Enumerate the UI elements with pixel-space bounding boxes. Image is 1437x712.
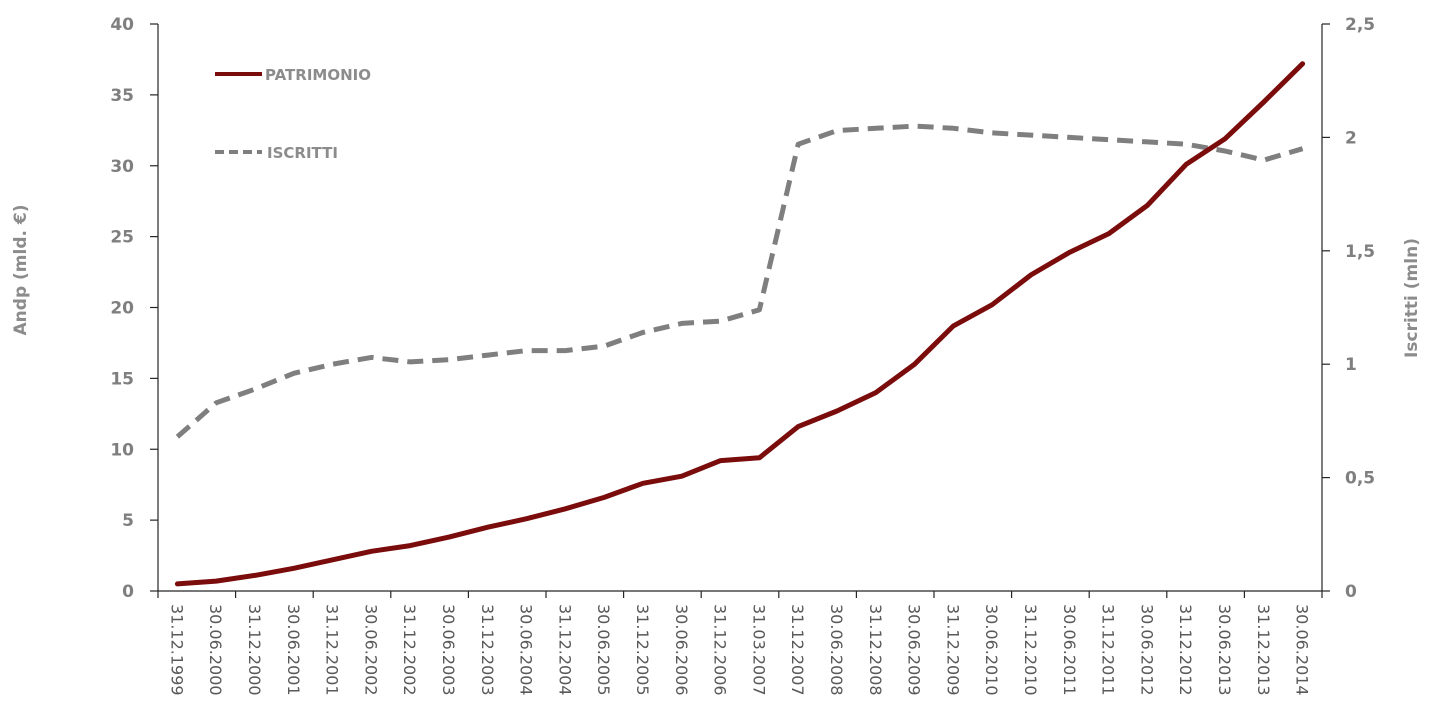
x-tick-label: 31.12.2008	[866, 604, 885, 696]
x-tick-label: 30.06.2002	[361, 604, 380, 696]
x-tick-label: 30.06.2010	[982, 604, 1001, 696]
x-tick-label: 30.06.2005	[594, 604, 613, 696]
x-tick-label: 30.06.2011	[1060, 604, 1079, 696]
right-tick-label: 1,5	[1345, 242, 1375, 262]
left-tick-label: 10	[110, 440, 134, 460]
left-tick-label: 30	[110, 157, 134, 177]
x-tick-label: 31.12.2006	[711, 604, 730, 696]
series-line-iscritti	[175, 123, 1304, 439]
legend: PATRIMONIO ISCRITTI	[215, 66, 371, 162]
x-tick-label: 31.12.2003	[478, 604, 497, 696]
left-tick-label: 0	[122, 582, 134, 602]
right-tick-label: 0,5	[1345, 469, 1375, 489]
left-y-tick-labels: 0 5 10 15 20 25 30 35 40	[110, 15, 134, 602]
series-line-patrimonio	[174, 61, 1306, 587]
x-tick-label: 31.12.2012	[1176, 604, 1195, 696]
x-tick-label: 31.12.2000	[245, 604, 264, 696]
x-tick-label: 30.06.2012	[1137, 604, 1156, 696]
right-tick-label: 1	[1345, 355, 1357, 375]
left-tick-label: 40	[110, 15, 134, 35]
x-tick-label: 31.03.2007	[749, 604, 768, 696]
left-tick-label: 5	[122, 511, 134, 531]
right-axis-title: Iscritti (mln)	[1402, 238, 1422, 358]
x-tick-label: 31.12.2001	[323, 604, 342, 696]
x-tick-label: 30.06.2009	[905, 604, 924, 696]
x-tick-label: 30.06.2001	[284, 604, 303, 696]
legend-patrimonio-label: PATRIMONIO	[265, 66, 371, 84]
right-tick-label: 2,5	[1345, 15, 1375, 35]
x-tick-label: 31.12.2002	[400, 604, 419, 696]
x-tick-label: 31.12.1999	[167, 604, 186, 696]
legend-iscritti-label: ISCRITTI	[267, 144, 338, 162]
left-tick-label: 15	[110, 369, 134, 389]
x-tick-label: 30.06.2004	[517, 604, 536, 696]
x-tick-label: 31.12.2011	[1099, 604, 1118, 696]
x-tick-labels: 31.12.1999 30.06.2000 31.12.2000 30.06.2001…	[167, 604, 1311, 696]
x-tick-label: 30.06.2006	[672, 604, 691, 696]
x-tick-label: 30.06.2003	[439, 604, 458, 696]
x-tick-label: 31.12.2013	[1254, 604, 1273, 696]
x-tick-label: 30.06.2000	[206, 604, 225, 696]
x-tick-label: 30.06.2008	[827, 604, 846, 696]
left-tick-label: 20	[110, 299, 134, 319]
axes-group	[150, 23, 1330, 598]
right-y-tick-labels: 0 0,5 1 1,5 2 2,5	[1345, 15, 1375, 602]
x-tick-label: 31.12.2009	[943, 604, 962, 696]
right-tick-label: 2	[1345, 128, 1357, 148]
x-tick-label: 30.06.2013	[1215, 604, 1234, 696]
x-tick-label: 31.12.2004	[555, 604, 574, 696]
x-tick-label: 30.06.2014	[1293, 604, 1312, 696]
left-axis-title: Andp (mld. €)	[11, 205, 31, 336]
series-layer	[174, 61, 1306, 587]
x-tick-label: 31.12.2005	[633, 604, 652, 696]
right-tick-label: 0	[1345, 582, 1357, 602]
x-tick-label: 31.12.2010	[1021, 604, 1040, 696]
left-tick-label: 25	[110, 228, 134, 248]
left-tick-label: 35	[110, 86, 134, 106]
x-tick-label: 31.12.2007	[788, 604, 807, 696]
